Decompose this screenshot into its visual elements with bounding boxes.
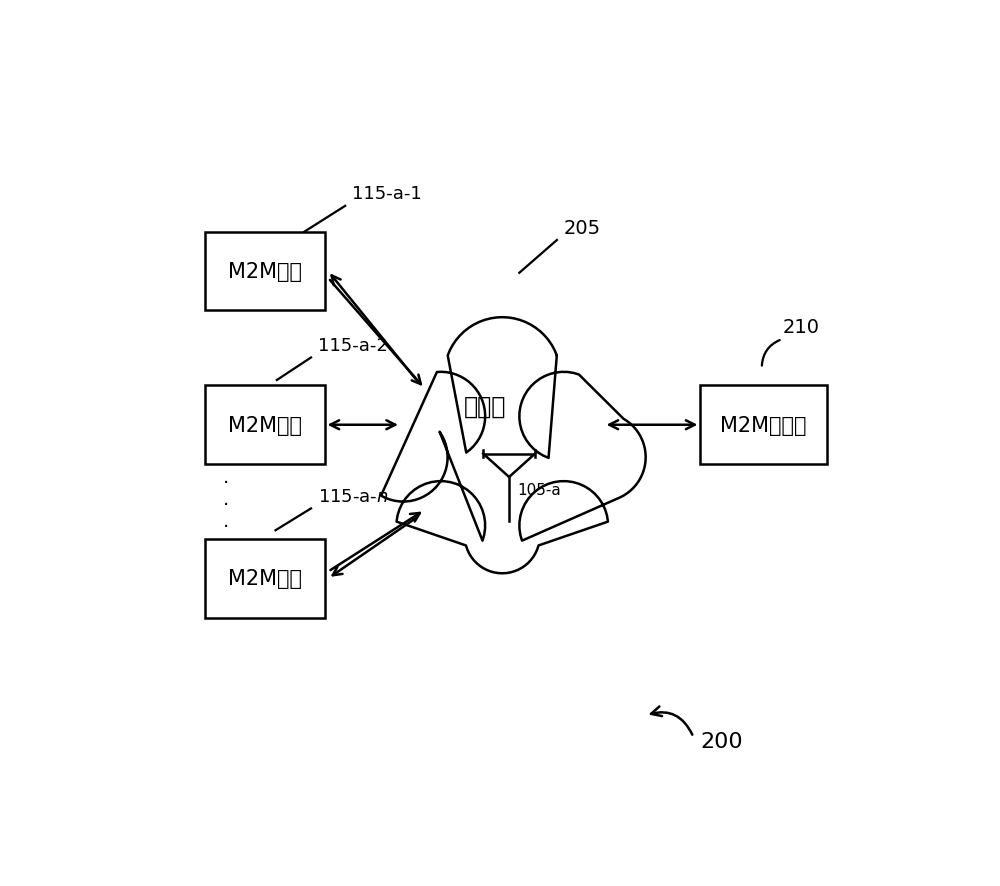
Text: 200: 200 [700,731,743,750]
Text: M2M设备: M2M设备 [228,261,302,282]
Bar [205,232,325,311]
Text: M2M设备: M2M设备 [228,569,302,588]
Text: 广域网: 广域网 [464,394,506,418]
Text: 115-a-1: 115-a-1 [352,185,422,203]
Bar [205,386,325,464]
Text: 105-a: 105-a [517,483,561,498]
Text: 205: 205 [564,218,601,237]
Text: 115-a-2: 115-a-2 [318,337,388,354]
Text: M2M设备: M2M设备 [228,416,302,435]
Text: M2M服务器: M2M服务器 [720,416,807,435]
Bar [700,386,827,464]
Polygon shape [381,318,646,573]
Text: 210: 210 [782,317,819,336]
Text: 115-a-$n$: 115-a-$n$ [318,487,388,505]
Text: ·
·
·: · · · [223,474,229,537]
Bar [205,540,325,618]
